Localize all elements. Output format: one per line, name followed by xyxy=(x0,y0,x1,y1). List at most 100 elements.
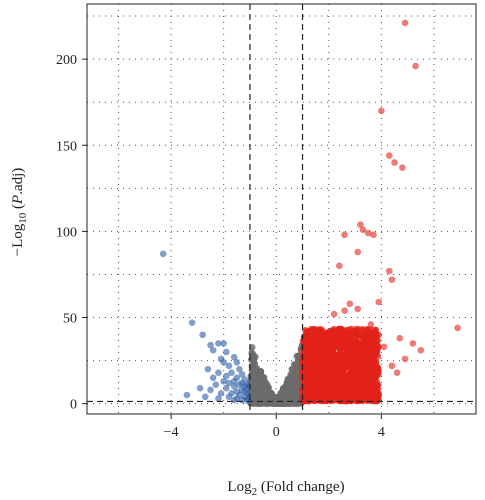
up-point xyxy=(319,365,327,373)
ns-point xyxy=(251,397,258,405)
ns-point xyxy=(283,400,290,407)
y-axis-label: −Log10 (P.adj) xyxy=(10,168,29,257)
up-point xyxy=(335,356,343,364)
up-point xyxy=(318,328,325,335)
down-point xyxy=(212,381,220,389)
up-point xyxy=(417,346,425,354)
up-point xyxy=(341,346,349,353)
y-tick-label: 200 xyxy=(56,53,77,68)
grid xyxy=(87,4,476,414)
upregulated-points xyxy=(299,19,461,405)
up-point xyxy=(330,372,337,380)
up-point xyxy=(329,347,337,354)
ns-point xyxy=(264,385,272,392)
down-point xyxy=(207,386,214,394)
ns-point xyxy=(248,362,256,370)
up-point xyxy=(359,226,367,233)
up-point xyxy=(356,374,363,381)
down-point xyxy=(236,381,243,389)
x-tick-label: 0 xyxy=(273,425,280,440)
down-point xyxy=(188,319,196,326)
up-point xyxy=(388,362,396,370)
down-point xyxy=(225,379,233,387)
up-point xyxy=(354,305,362,313)
up-point xyxy=(348,335,355,342)
down-point xyxy=(228,369,235,376)
up-point xyxy=(362,342,369,350)
up-point xyxy=(369,380,377,388)
up-point xyxy=(370,390,377,397)
down-point xyxy=(238,371,246,378)
down-point xyxy=(183,391,191,399)
up-point xyxy=(340,394,348,402)
down-point xyxy=(225,393,233,401)
down-point xyxy=(159,250,167,258)
up-point xyxy=(385,152,393,159)
up-point xyxy=(332,378,339,386)
y-tick-label: 100 xyxy=(56,225,77,240)
up-point xyxy=(330,310,338,318)
x-axis-label: Log2 (Fold change) xyxy=(227,479,344,498)
up-point xyxy=(305,342,313,349)
ns-point xyxy=(268,391,275,398)
up-point xyxy=(329,385,337,392)
up-point xyxy=(313,380,320,388)
up-point xyxy=(303,328,311,335)
ns-point xyxy=(286,373,294,381)
down-point xyxy=(196,384,204,392)
ns-point xyxy=(261,374,268,381)
up-point xyxy=(336,394,343,401)
up-point xyxy=(354,248,362,256)
up-point xyxy=(351,391,358,399)
ns-point xyxy=(255,390,262,397)
up-point xyxy=(346,380,353,388)
threshold-lines xyxy=(87,4,476,414)
down-point xyxy=(199,331,206,339)
up-point xyxy=(391,159,398,166)
up-point xyxy=(375,298,383,306)
up-point xyxy=(331,329,338,337)
down-point xyxy=(209,374,217,382)
ns-point xyxy=(290,368,297,376)
down-point xyxy=(236,365,243,373)
ns-point xyxy=(282,390,289,398)
up-point xyxy=(316,336,323,343)
down-point xyxy=(223,384,230,392)
up-point xyxy=(338,325,345,333)
up-point xyxy=(314,387,321,394)
up-point xyxy=(309,352,317,359)
up-point xyxy=(341,307,348,314)
ns-point xyxy=(249,344,256,351)
down-point xyxy=(230,396,238,404)
up-point xyxy=(371,369,378,376)
ns-point xyxy=(249,350,257,358)
ns-point xyxy=(294,385,301,392)
up-point xyxy=(341,231,348,239)
up-point xyxy=(312,369,319,377)
up-point xyxy=(364,229,372,237)
down-point xyxy=(220,377,227,385)
y-tick-label: 0 xyxy=(70,398,77,413)
ns-point xyxy=(253,377,261,384)
x-tick-label: 4 xyxy=(378,425,385,440)
up-point xyxy=(385,267,393,275)
up-point xyxy=(314,360,322,367)
down-point xyxy=(220,359,227,366)
down-point xyxy=(244,397,251,404)
ns-point xyxy=(273,399,280,406)
up-point xyxy=(350,353,357,360)
up-point xyxy=(373,329,380,337)
down-point xyxy=(217,390,225,397)
up-point xyxy=(303,393,310,400)
up-point xyxy=(409,340,417,347)
up-point xyxy=(336,262,343,270)
x-tick-label: −4 xyxy=(164,425,179,440)
ns-point xyxy=(262,380,270,387)
ns-point xyxy=(287,380,295,387)
up-point xyxy=(343,372,351,379)
down-point xyxy=(230,377,238,385)
down-point xyxy=(215,369,222,376)
up-point xyxy=(454,324,461,332)
up-point xyxy=(388,276,396,283)
